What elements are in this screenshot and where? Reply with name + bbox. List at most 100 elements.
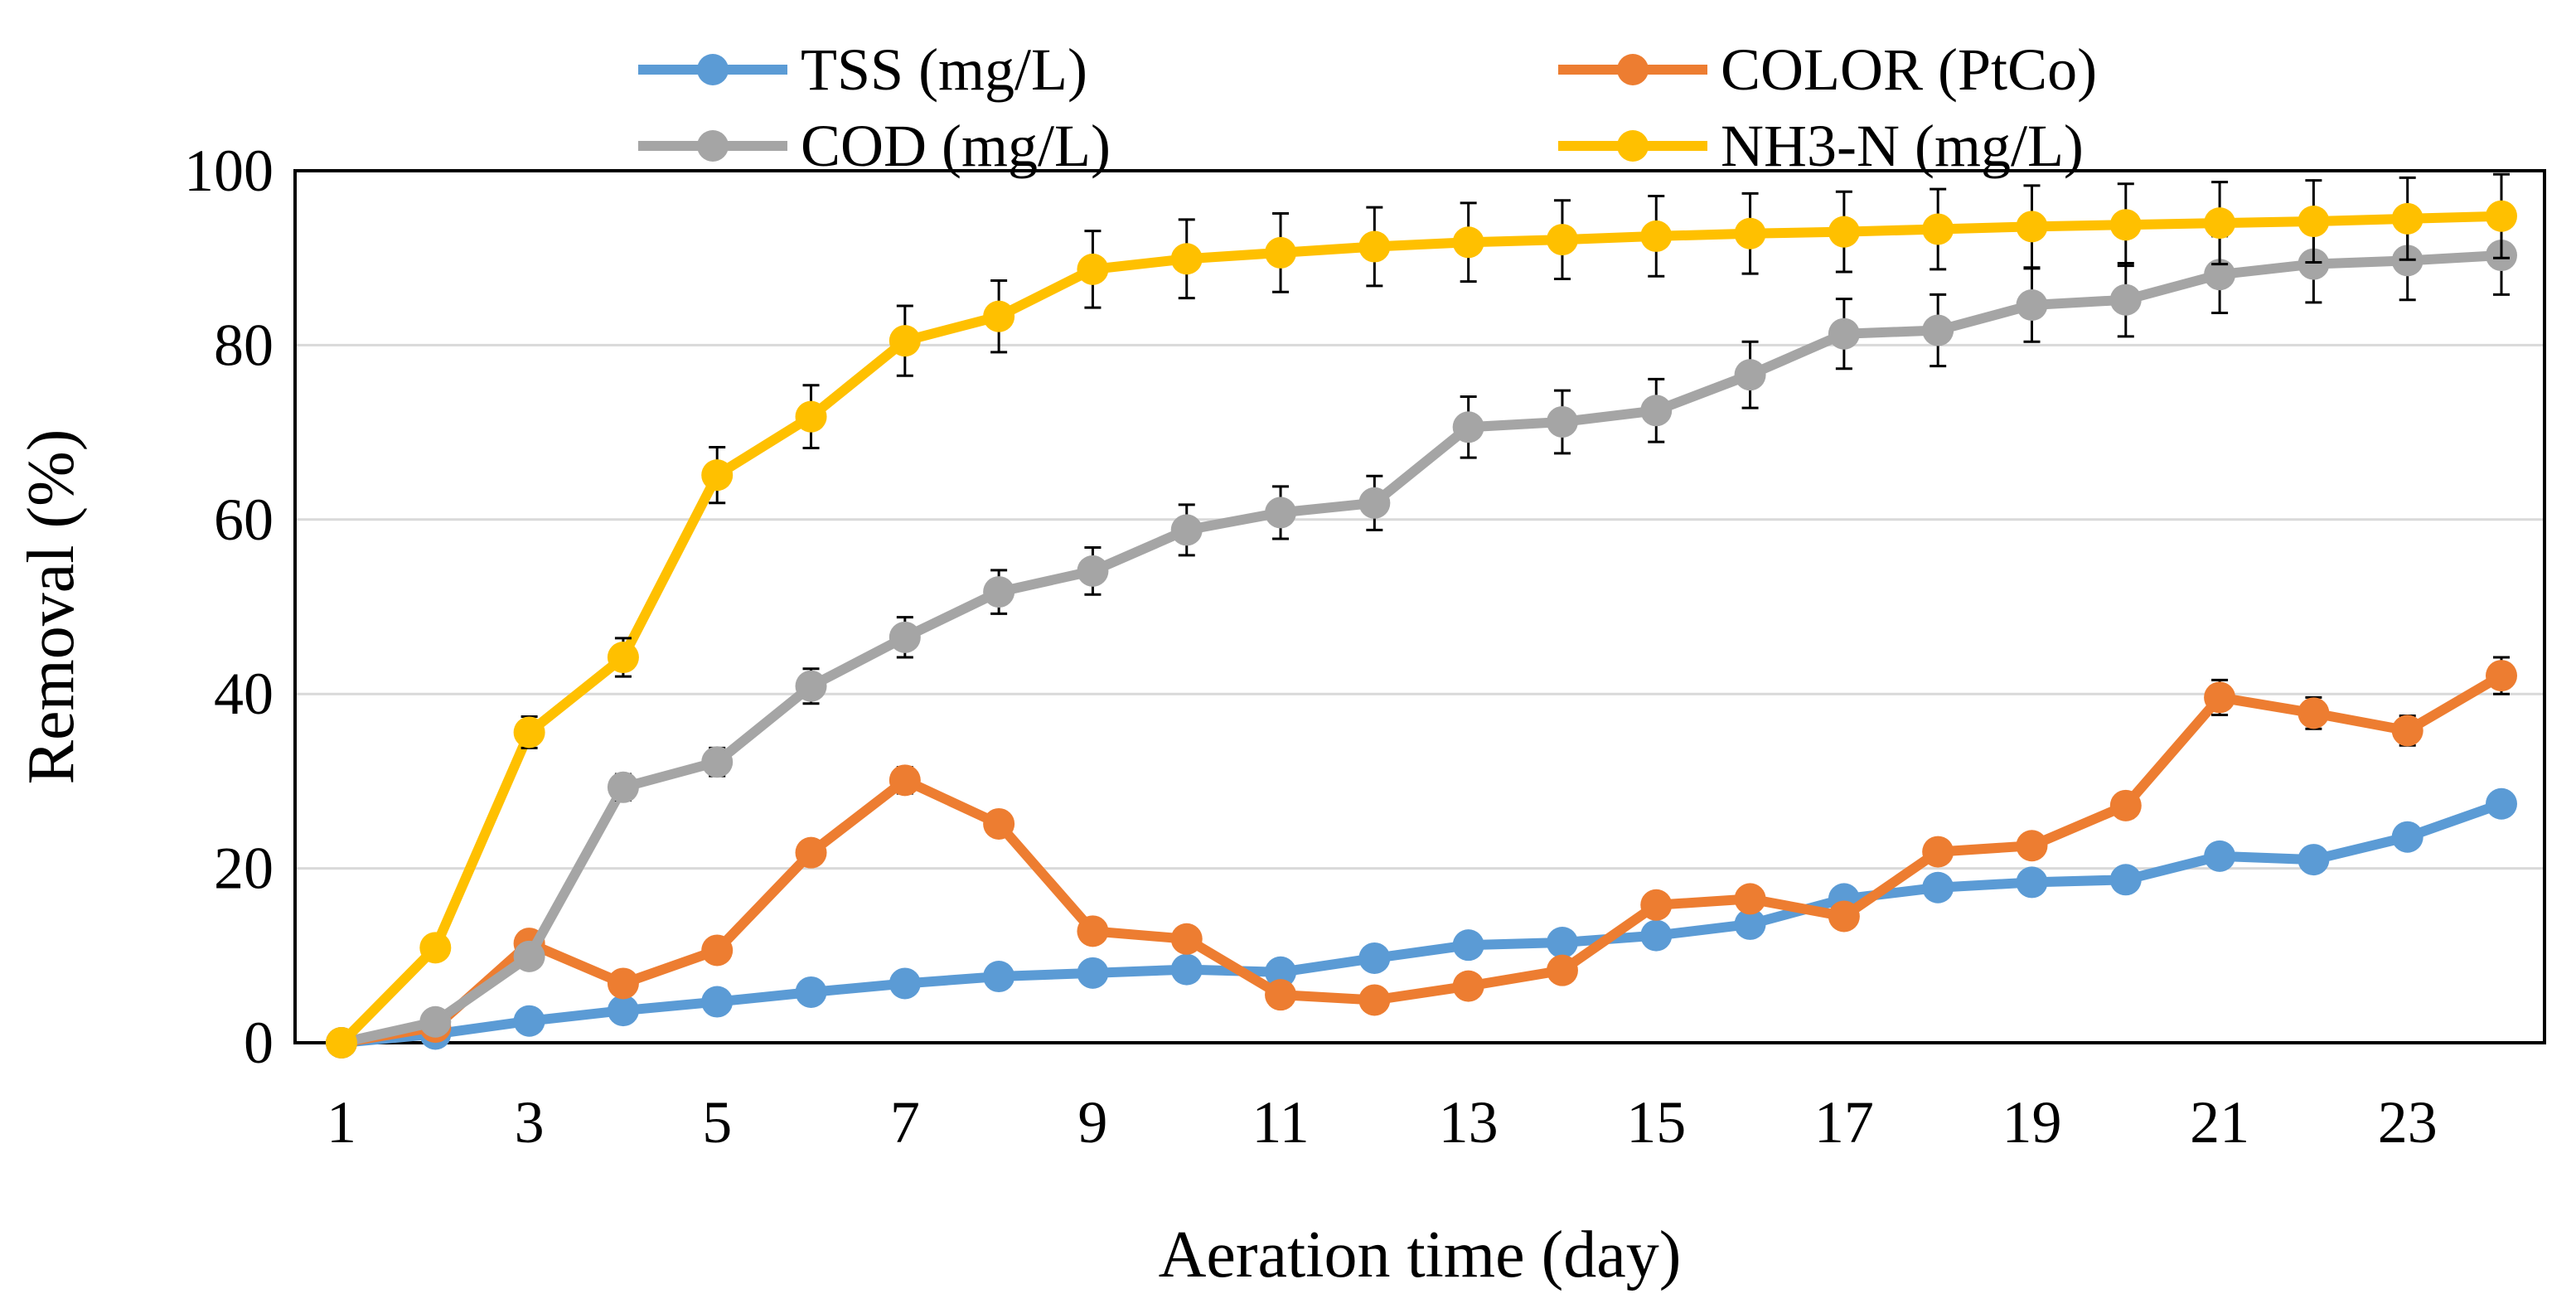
- series-0: [326, 787, 2517, 1059]
- data-point: [1358, 487, 1391, 519]
- data-point: [607, 967, 639, 1000]
- legend-label: COLOR (PtCo): [1721, 36, 2097, 103]
- data-point: [983, 961, 1015, 993]
- data-point: [1358, 942, 1391, 974]
- x-tick-label: 13: [1439, 1089, 1499, 1156]
- legend-item: COLOR (PtCo): [1558, 36, 2097, 103]
- data-point: [513, 940, 545, 972]
- y-tick-label: 60: [214, 487, 274, 553]
- data-point: [1358, 230, 1391, 263]
- data-point: [2391, 715, 2423, 747]
- data-point: [1828, 317, 1860, 350]
- x-axis-title: Aeration time (day): [1159, 1219, 1682, 1291]
- data-point: [1546, 405, 1578, 438]
- x-tick-label: 17: [1814, 1089, 1874, 1156]
- y-tick-label: 80: [214, 312, 274, 378]
- y-tick-label: 40: [214, 661, 274, 727]
- data-point: [1922, 836, 1954, 868]
- data-point: [1452, 929, 1484, 962]
- data-point: [1265, 497, 1297, 529]
- legend-swatch-marker: [1617, 54, 1649, 85]
- x-tick-label: 21: [2190, 1089, 2249, 1156]
- data-point: [2486, 787, 2517, 820]
- data-point: [2109, 864, 2142, 896]
- data-point: [2298, 248, 2330, 280]
- data-point: [513, 1005, 545, 1037]
- data-point: [2486, 660, 2517, 692]
- data-point: [795, 976, 827, 1008]
- x-tick-label: 19: [2002, 1089, 2061, 1156]
- data-point: [1452, 226, 1484, 259]
- data-point: [1734, 359, 1766, 391]
- data-point: [701, 459, 734, 492]
- legend-label: TSS (mg/L): [801, 36, 1087, 103]
- data-point: [1546, 224, 1578, 256]
- legend-item: TSS (mg/L): [638, 36, 1087, 103]
- data-point: [607, 642, 639, 674]
- data-point: [1170, 953, 1203, 986]
- data-point: [2298, 697, 2330, 729]
- data-point: [2109, 209, 2142, 241]
- data-point: [2016, 830, 2048, 862]
- data-point: [2204, 207, 2236, 240]
- y-axis-title: Removal (%): [15, 429, 88, 785]
- data-point: [1452, 970, 1484, 1002]
- data-point: [1265, 979, 1297, 1011]
- y-tick-label: 0: [244, 1010, 274, 1076]
- series-line: [341, 671, 2505, 1048]
- data-point: [2391, 821, 2423, 853]
- data-point: [1640, 889, 1673, 921]
- data-point: [2486, 200, 2517, 232]
- data-point: [2391, 202, 2423, 235]
- data-point: [1922, 871, 1954, 904]
- data-point: [1265, 956, 1297, 988]
- data-point: [701, 746, 734, 778]
- data-point: [1828, 900, 1860, 933]
- legend-label: COD (mg/L): [801, 113, 1111, 179]
- data-point: [795, 836, 827, 869]
- data-point: [1077, 915, 1109, 947]
- legend-swatch-marker: [1617, 130, 1649, 162]
- data-point: [1358, 984, 1391, 1016]
- data-point: [1170, 923, 1203, 955]
- data-point: [1265, 236, 1297, 269]
- data-point: [983, 576, 1015, 608]
- data-point: [2016, 289, 2048, 322]
- data-point: [419, 1005, 452, 1038]
- data-point: [1077, 555, 1109, 587]
- data-point: [889, 967, 921, 1000]
- data-point: [1640, 220, 1673, 252]
- data-point: [983, 300, 1015, 332]
- x-tick-label: 1: [327, 1089, 356, 1156]
- data-point: [1546, 927, 1578, 959]
- data-point: [889, 764, 921, 797]
- data-point: [607, 771, 639, 803]
- x-tick-label: 23: [2378, 1089, 2438, 1156]
- legend-item: COD (mg/L): [638, 113, 1111, 179]
- data-point: [1077, 253, 1109, 285]
- data-point: [2109, 283, 2142, 316]
- data-point: [419, 932, 452, 964]
- data-point: [889, 325, 921, 357]
- y-tick-label: 20: [214, 836, 274, 902]
- legend-swatch-marker: [697, 54, 729, 85]
- legend-item: NH3-N (mg/L): [1558, 113, 2084, 179]
- x-tick-label: 9: [1077, 1089, 1107, 1156]
- data-point: [2298, 844, 2330, 876]
- y-tick-label: 100: [184, 138, 274, 204]
- data-point: [2204, 681, 2236, 714]
- data-point: [1640, 919, 1673, 952]
- data-point: [2204, 840, 2236, 872]
- data-point: [1546, 954, 1578, 986]
- plot-area-frame: [293, 169, 2546, 1044]
- data-point: [1640, 395, 1673, 427]
- x-tick-label: 15: [1626, 1089, 1686, 1156]
- data-point: [607, 995, 639, 1027]
- data-point: [1734, 217, 1766, 250]
- data-point: [1452, 411, 1484, 443]
- data-point: [1170, 514, 1203, 546]
- data-point: [2109, 789, 2142, 821]
